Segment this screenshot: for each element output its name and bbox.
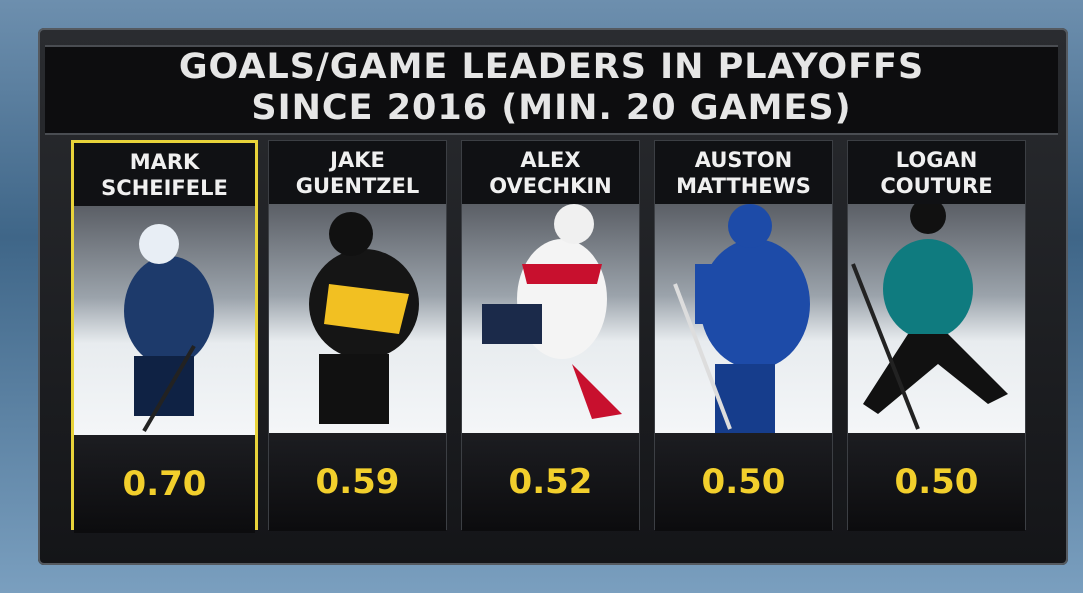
photo-art	[124, 224, 214, 433]
player-card: AUSTON MATTHEWS 0.50	[654, 140, 833, 531]
last-name: COUTURE	[880, 174, 993, 198]
first-name: JAKE	[330, 148, 385, 172]
player-name: JAKE GUENTZEL	[269, 141, 446, 204]
last-name: MATTHEWS	[676, 174, 811, 198]
player-name: MARK SCHEIFELE	[74, 143, 255, 206]
player-name: LOGAN COUTURE	[848, 141, 1025, 204]
first-name: MARK	[129, 150, 200, 174]
player-name: AUSTON MATTHEWS	[655, 141, 832, 204]
player-photo	[655, 204, 832, 433]
title-line: GOALS/GAME LEADERS IN PLAYOFFS	[178, 47, 925, 87]
first-name: AUSTON	[694, 148, 793, 172]
photo-art	[482, 204, 622, 419]
photo-art	[309, 212, 419, 424]
first-name: LOGAN	[895, 148, 978, 172]
title-bar: GOALS/GAME LEADERS IN PLAYOFFS SINCE 201…	[45, 45, 1058, 135]
player-value: 0.59	[269, 433, 446, 531]
player-value: 0.50	[655, 433, 832, 531]
last-name: SCHEIFELE	[101, 176, 228, 200]
last-name: GUENTZEL	[295, 174, 420, 198]
photo-art	[673, 204, 810, 433]
player-photo	[848, 204, 1025, 433]
player-photo	[462, 204, 639, 433]
title-line: SINCE 2016 (MIN. 20 GAMES)	[251, 88, 852, 128]
player-card: JAKE GUENTZEL 0.59	[268, 140, 447, 531]
player-card: ALEX OVECHKIN 0.52	[461, 140, 640, 531]
player-name: ALEX OVECHKIN	[462, 141, 639, 204]
player-card: MARK SCHEIFELE 0.70	[71, 140, 258, 533]
first-name: ALEX	[520, 148, 581, 172]
player-value: 0.70	[74, 435, 255, 533]
player-value: 0.52	[462, 433, 639, 531]
player-value: 0.50	[848, 433, 1025, 531]
player-card: LOGAN COUTURE 0.50	[847, 140, 1026, 531]
last-name: OVECHKIN	[489, 174, 612, 198]
player-photo	[269, 204, 446, 433]
photo-art	[851, 204, 1008, 430]
player-photo	[74, 206, 255, 435]
